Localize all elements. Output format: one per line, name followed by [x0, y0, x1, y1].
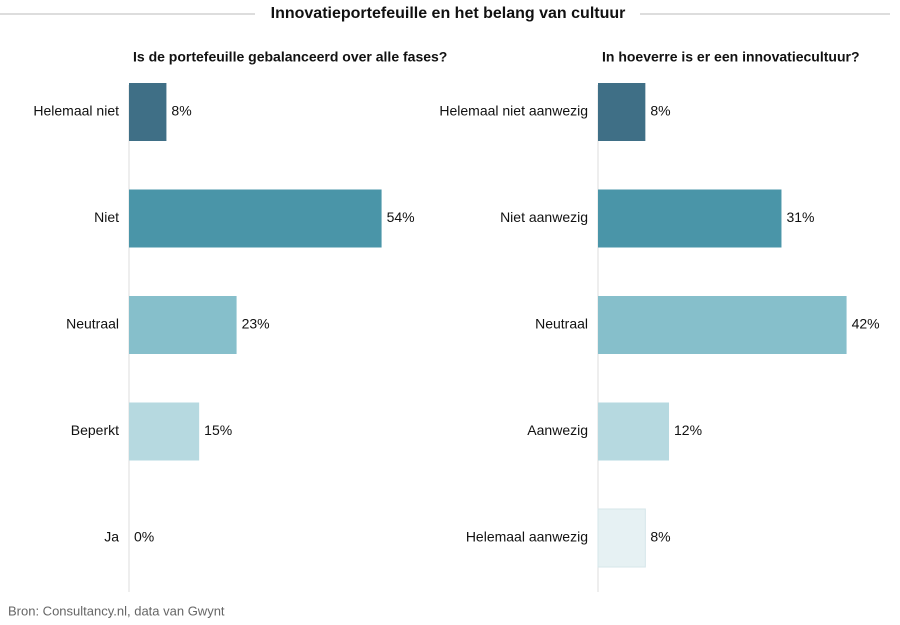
category-label: Niet aanwezig: [500, 209, 588, 225]
value-label: 0%: [134, 529, 154, 545]
bar: [598, 296, 847, 354]
value-label: 12%: [674, 422, 702, 438]
chart-title: Is de portefeuille gebalanceerd over all…: [133, 49, 447, 65]
category-label: Helemaal niet: [33, 103, 119, 119]
source: Bron: Consultancy.nl, data van Gwynt: [8, 603, 225, 618]
bar: [129, 189, 382, 248]
value-label: 23%: [242, 316, 270, 332]
page-title: Innovatieportefeuille en het belang van …: [271, 5, 626, 22]
category-label: Neutraal: [66, 316, 119, 332]
bar: [598, 402, 670, 461]
value-label: 31%: [786, 209, 814, 225]
category-label: Beperkt: [71, 422, 119, 438]
value-label: 54%: [387, 209, 415, 225]
value-label: 42%: [852, 316, 880, 332]
category-label: Ja: [104, 529, 119, 545]
category-label: Aanwezig: [527, 422, 588, 438]
bar: [597, 508, 646, 568]
value-label: 8%: [650, 529, 670, 545]
category-label: Helemaal niet aanwezig: [439, 103, 588, 119]
value-label: 8%: [171, 103, 191, 119]
chart-title: In hoeverre is er een innovatiecultuur?: [602, 49, 860, 65]
bar: [129, 83, 167, 141]
bar: [129, 402, 200, 461]
category-label: Niet: [94, 209, 119, 225]
bar: [598, 189, 782, 248]
category-label: Helemaal aanwezig: [466, 529, 588, 545]
value-label: 8%: [650, 103, 670, 119]
bar: [129, 296, 237, 354]
value-label: 15%: [204, 422, 232, 438]
bar: [598, 83, 646, 141]
category-label: Neutraal: [535, 316, 588, 332]
